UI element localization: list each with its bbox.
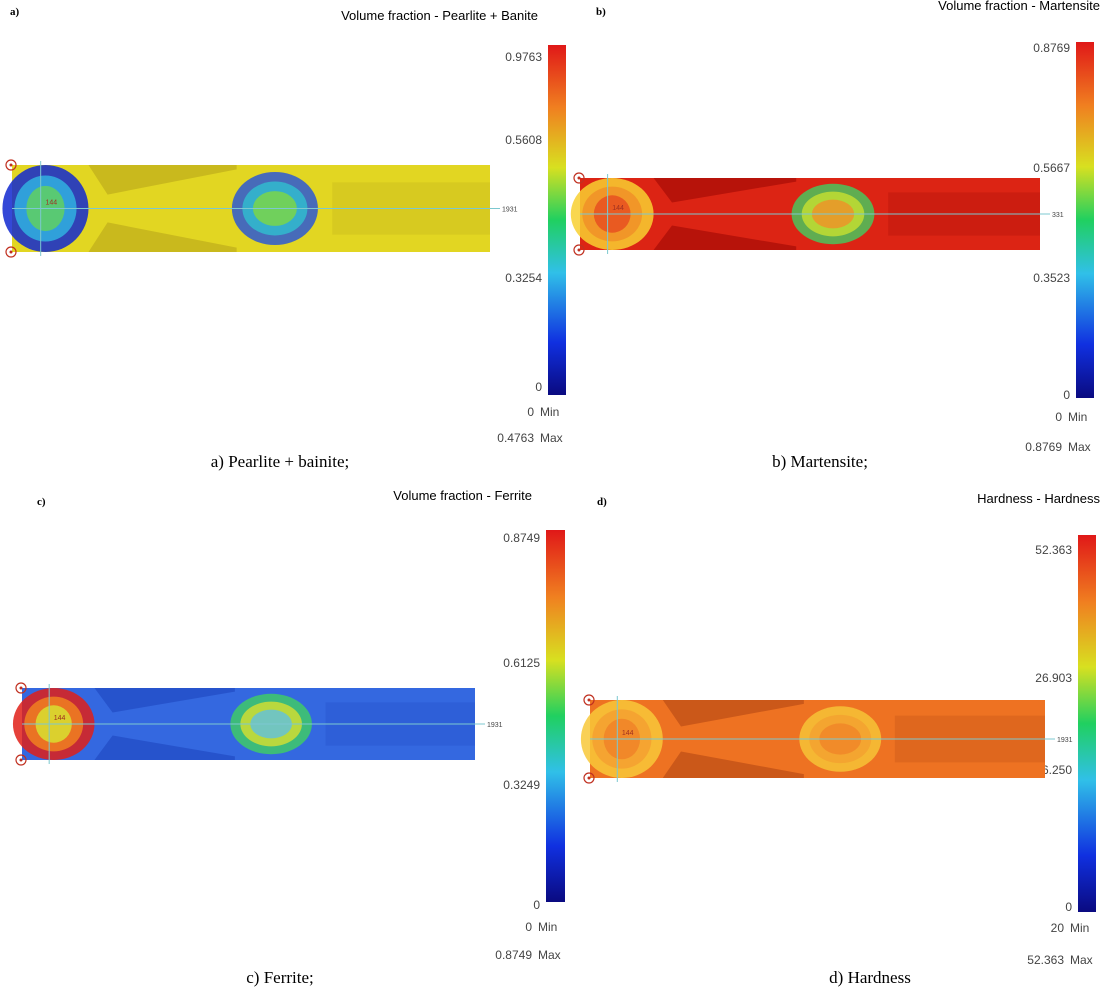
panel-letter: d) <box>597 496 607 508</box>
scale-label: 0.5667 <box>1033 161 1070 175</box>
min-tag: Min <box>1068 410 1087 424</box>
scale-label: 0.8769 <box>1033 41 1070 55</box>
max-tag: Max <box>540 431 563 445</box>
max-value: 52.363 <box>1027 953 1064 967</box>
min-value: 20 <box>1051 921 1065 935</box>
panel-title: Volume fraction - Pearlite + Banite <box>341 8 538 23</box>
node-marker <box>10 251 13 254</box>
min-tag: Min <box>540 405 559 419</box>
scale-label: 0.8749 <box>503 531 540 545</box>
panel: c) Volume fraction - Ferrite 0.8749 0.6125 0… <box>13 488 565 987</box>
scale-label: 0.6125 <box>503 656 540 670</box>
scale-label: 52.363 <box>1035 543 1072 557</box>
caption: d) Hardness <box>829 968 911 987</box>
min-tag: Min <box>1070 921 1089 935</box>
max-tag: Max <box>538 948 561 962</box>
max-tag: Max <box>1068 440 1091 454</box>
color-bar <box>548 45 566 395</box>
marker-label: 144 <box>612 205 624 212</box>
panel-letter: b) <box>596 6 606 18</box>
panel-title: Volume fraction - Martensite <box>938 0 1100 13</box>
marker-label: 144 <box>54 715 66 722</box>
node-marker <box>588 777 591 780</box>
scale-label: 0.3523 <box>1033 271 1070 285</box>
node-marker <box>10 164 13 167</box>
marker-label: 144 <box>622 730 634 737</box>
scale-label: 0.9763 <box>505 50 542 64</box>
panel-title: Hardness - Hardness <box>977 491 1100 506</box>
figure: a) Volume fraction - Pearlite + Banite 0.9… <box>0 0 1108 997</box>
min-value: 0 <box>527 405 534 419</box>
max-tag: Max <box>1070 953 1093 967</box>
max-value: 0.8749 <box>495 948 532 962</box>
scale-label: 0.5608 <box>505 133 542 147</box>
caption: a) Pearlite + bainite; <box>211 452 349 471</box>
caption: b) Martensite; <box>772 452 868 471</box>
color-bar <box>546 530 565 902</box>
scale-label: 0 <box>1063 388 1070 402</box>
marker-label: 1931 <box>487 722 503 729</box>
marker-label: 1931 <box>502 207 518 214</box>
node-marker <box>20 687 23 690</box>
max-value: 0.4763 <box>497 431 534 445</box>
scale-label: 0.3249 <box>503 778 540 792</box>
scale-label: 0 <box>1065 900 1072 914</box>
marker-label: 144 <box>45 200 57 207</box>
max-value: 0.8769 <box>1025 440 1062 454</box>
color-bar <box>1076 42 1094 398</box>
scale-label: 0 <box>535 380 542 394</box>
panel-title: Volume fraction - Ferrite <box>393 488 532 503</box>
caption: c) Ferrite; <box>246 968 314 987</box>
panel-letter: c) <box>37 496 46 508</box>
node-marker <box>578 249 581 252</box>
min-value: 0 <box>1055 410 1062 424</box>
min-tag: Min <box>538 920 557 934</box>
panel-letter: a) <box>10 6 20 18</box>
panel: b) Volume fraction - Martensite 0.8769 0.56… <box>571 0 1100 471</box>
node-marker <box>20 759 23 762</box>
scale-label: 0.3254 <box>505 271 542 285</box>
marker-label: 1931 <box>1057 737 1073 744</box>
node-marker <box>588 699 591 702</box>
panel: a) Volume fraction - Pearlite + Banite 0.9… <box>2 6 566 471</box>
marker-label: 331 <box>1052 212 1064 219</box>
node-marker <box>578 177 581 180</box>
panel: d)Hardness - Hardness52.36326.90316.2500… <box>581 491 1101 987</box>
scale-label: 26.903 <box>1035 671 1072 685</box>
scale-label: 0 <box>533 898 540 912</box>
color-bar <box>1078 535 1096 912</box>
min-value: 0 <box>525 920 532 934</box>
